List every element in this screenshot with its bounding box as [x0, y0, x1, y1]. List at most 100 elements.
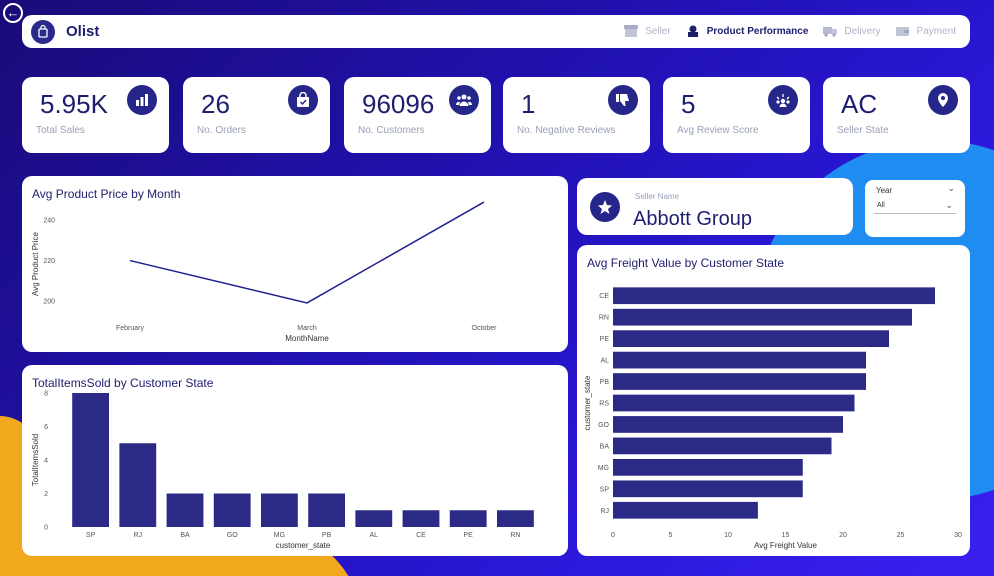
avg-price-by-month-panel: Avg Product Price by Month 200 220 240 Febr…: [22, 176, 568, 352]
bar: [260, 493, 298, 527]
x-tick-label: GO: [227, 532, 238, 539]
y-tick-label: 8: [44, 391, 48, 398]
y-axis-title: customer_state: [583, 375, 592, 430]
bar: [613, 373, 866, 390]
nav-seller[interactable]: Seller: [623, 24, 671, 38]
x-tick-label: March: [297, 325, 317, 332]
kpi-label: No. Orders: [197, 125, 246, 136]
y-tick-label: PE: [600, 336, 610, 343]
x-axis-title: customer_state: [276, 541, 331, 550]
bar: [613, 330, 889, 348]
x-tick-label: 0: [611, 532, 615, 539]
customers-icon: [449, 85, 479, 115]
y-tick-label: 220: [43, 258, 55, 265]
y-tick-label: AL: [600, 358, 609, 365]
x-tick-label: 30: [954, 532, 962, 539]
x-tick-label: 5: [669, 532, 673, 539]
y-axis-title: TotalItemsSold: [31, 434, 40, 486]
bar: [166, 493, 204, 527]
x-tick-label: February: [116, 325, 145, 332]
kpi-negative-reviews: 1 No. Negative Reviews: [503, 77, 650, 153]
bar: [613, 351, 866, 369]
kpi-label: No. Negative Reviews: [517, 125, 616, 136]
kpi-value: 1: [521, 89, 536, 119]
bar: [213, 493, 251, 527]
chevron-down-icon: ⌄: [945, 200, 953, 210]
bar: [613, 394, 855, 412]
y-tick-label: RN: [599, 315, 609, 322]
kpi-orders: 26 No. Orders: [183, 77, 330, 153]
x-tick-label: CE: [416, 532, 426, 539]
chevron-down-icon[interactable]: ⌄: [947, 183, 955, 193]
y-tick-label: RJ: [600, 508, 609, 515]
top-navigation: Seller Product Performance Delivery Paym…: [623, 24, 956, 38]
nav-seller-label: Seller: [645, 25, 671, 37]
year-selected-value: All: [877, 202, 885, 209]
x-tick-label: 15: [782, 532, 790, 539]
nav-product-performance[interactable]: Product Performance: [685, 24, 808, 38]
nav-delivery-label: Delivery: [844, 25, 881, 37]
kpi-value: 96096: [362, 89, 435, 119]
chart-title: Avg Product Price by Month: [32, 187, 181, 201]
bar: [613, 308, 912, 326]
bar: [613, 480, 803, 498]
back-arrow-icon[interactable]: ←: [3, 3, 23, 23]
nav-payment[interactable]: Payment: [895, 24, 956, 38]
bar: [613, 437, 832, 455]
bar: [449, 510, 487, 527]
kpi-value: AC: [841, 89, 878, 119]
nav-delivery[interactable]: Delivery: [822, 24, 881, 38]
year-filter: Year ⌄ All ⌄: [865, 180, 965, 237]
bar: [72, 393, 110, 527]
x-tick-label: AL: [370, 532, 379, 539]
year-select-dropdown[interactable]: All ⌄: [874, 200, 956, 214]
bar: [496, 510, 534, 527]
kpi-label: Total Sales: [36, 125, 85, 136]
seller-name-label: Seller Name: [635, 192, 680, 201]
kpi-value: 26: [201, 89, 230, 119]
bar: [613, 501, 758, 519]
line-series: [129, 201, 485, 304]
bar: [613, 458, 803, 476]
x-tick-label: 25: [897, 532, 905, 539]
x-tick-label: 10: [724, 532, 732, 539]
y-tick-label: BA: [600, 443, 610, 450]
app-title: Olist: [66, 23, 100, 40]
kpi-label: No. Customers: [358, 125, 425, 136]
wallet-icon: [895, 24, 911, 38]
chart-title: TotalItemsSold by Customer State: [32, 376, 214, 390]
y-tick-label: CE: [599, 293, 609, 300]
kpi-customers: 96096 No. Customers: [344, 77, 491, 153]
items-sold-by-state-panel: TotalItemsSold by Customer State 0 2 4 6 8 SP…: [22, 365, 568, 556]
kpi-value: 5.95K: [40, 89, 108, 119]
x-axis-title: MonthName: [285, 334, 329, 343]
seller-name-card: Seller Name Abbott Group: [577, 178, 853, 235]
x-tick-label: 20: [839, 532, 847, 539]
kpi-label: Avg Review Score: [677, 125, 759, 136]
freight-by-state-panel: Avg Freight Value by Customer State CE RN…: [577, 245, 970, 556]
kpi-total-sales: 5.95K Total Sales: [22, 77, 169, 153]
y-tick-label: 4: [44, 458, 48, 465]
seller-name-value: Abbott Group: [633, 208, 752, 230]
thumbs-down-icon: [608, 85, 638, 115]
y-tick-label: 200: [43, 298, 55, 305]
y-tick-label: 2: [44, 491, 48, 498]
location-pin-icon: [928, 85, 958, 115]
x-tick-label: BA: [180, 532, 190, 539]
x-tick-label: RN: [510, 532, 520, 539]
review-score-icon: [768, 85, 798, 115]
x-tick-label: MG: [274, 532, 285, 539]
y-tick-label: SP: [600, 486, 610, 493]
chart-title: Avg Freight Value by Customer State: [587, 256, 784, 270]
bar: [402, 510, 440, 527]
x-tick-label: PE: [464, 532, 474, 539]
nav-payment-label: Payment: [916, 25, 956, 37]
gear-box-icon: [685, 24, 701, 38]
x-tick-label: PB: [322, 532, 332, 539]
bar: [613, 287, 935, 305]
horizontal-bar-chart: CE RN PE AL PB RS GO BA MG SP RJ 0 5 10 15 20 25 30 Avg Fr…: [583, 287, 962, 550]
y-tick-label: PB: [600, 379, 610, 386]
year-filter-label: Year: [876, 186, 893, 195]
y-tick-label: 6: [44, 424, 48, 431]
